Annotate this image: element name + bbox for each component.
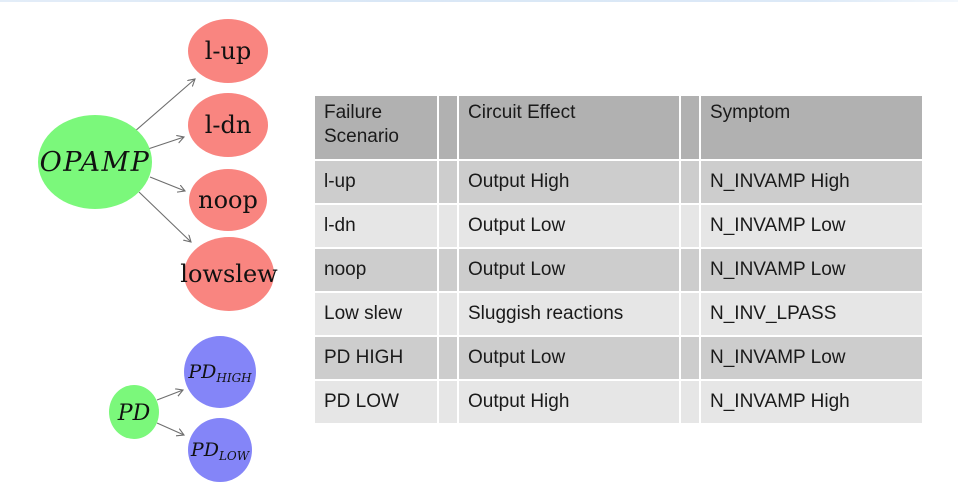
cell-spacer: [681, 293, 699, 335]
node-lup-label: l-up: [205, 37, 252, 65]
cell-scenario: l-up: [315, 161, 437, 203]
cell-scenario: PD HIGH: [315, 337, 437, 379]
table-row: l-up Output High N_INVAMP High: [315, 161, 922, 203]
cell-scenario: Low slew: [315, 293, 437, 335]
table-row: Low slew Sluggish reactions N_INV_LPASS: [315, 293, 922, 335]
cell-effect: Output Low: [459, 205, 679, 247]
cell-effect: Output High: [459, 381, 679, 423]
node-lowslew-label: lowslew: [180, 260, 278, 288]
edge-opamp-noop: [149, 176, 185, 191]
node-pdlow-label: PDLOW: [190, 439, 251, 463]
node-ldn: l-dn: [188, 93, 268, 157]
cell-scenario: noop: [315, 249, 437, 291]
cell-spacer: [681, 205, 699, 247]
cell-symptom: N_INVAMP Low: [701, 205, 922, 247]
cell-spacer: [681, 337, 699, 379]
edge-pd-pdhigh: [156, 390, 183, 401]
table-row: PD HIGH Output Low N_INVAMP Low: [315, 337, 922, 379]
cell-symptom: N_INV_LPASS: [701, 293, 922, 335]
cell-spacer: [439, 293, 457, 335]
cell-effect: Output High: [459, 161, 679, 203]
cell-spacer: [439, 381, 457, 423]
edge-opamp-ldn: [147, 137, 184, 150]
cell-scenario: PD LOW: [315, 381, 437, 423]
node-pd-label: PD: [117, 401, 151, 426]
failure-table-container: Failure Scenario Circuit Effect Symptom …: [313, 94, 924, 425]
cell-scenario: l-dn: [315, 205, 437, 247]
node-lup: l-up: [188, 19, 268, 83]
table-row: noop Output Low N_INVAMP Low: [315, 249, 922, 291]
edge-opamp-lowslew: [138, 191, 191, 242]
cell-symptom: N_INVAMP High: [701, 161, 922, 203]
cell-spacer: [681, 249, 699, 291]
header-symptom: Symptom: [701, 96, 922, 159]
table-header-row: Failure Scenario Circuit Effect Symptom: [315, 96, 922, 159]
cell-spacer: [439, 161, 457, 203]
node-lowslew: lowslew: [180, 237, 278, 311]
header-circuit-effect: Circuit Effect: [459, 96, 679, 159]
cell-spacer: [681, 381, 699, 423]
cell-symptom: N_INVAMP High: [701, 381, 922, 423]
cell-effect: Sluggish reactions: [459, 293, 679, 335]
header-failure-scenario: Failure Scenario: [315, 96, 437, 159]
node-opamp: OPAMP: [38, 115, 152, 209]
cell-spacer: [439, 337, 457, 379]
cell-symptom: N_INVAMP Low: [701, 337, 922, 379]
table-row: PD LOW Output High N_INVAMP High: [315, 381, 922, 423]
edge-pd-pdlow: [156, 422, 184, 435]
node-noop-label: noop: [198, 186, 258, 214]
cell-effect: Output Low: [459, 249, 679, 291]
failure-symptom-table: Failure Scenario Circuit Effect Symptom …: [313, 94, 924, 425]
node-opamp-label: OPAMP: [40, 147, 151, 178]
node-pd: PD: [109, 385, 159, 439]
header-spacer-2: [681, 96, 699, 159]
node-pdhigh-label: PDHIGH: [187, 361, 252, 385]
table-row: l-dn Output Low N_INVAMP Low: [315, 205, 922, 247]
edge-opamp-lup: [133, 79, 195, 133]
node-pdhigh: PDHIGH: [184, 336, 256, 408]
cell-spacer: [439, 249, 457, 291]
node-ldn-label: l-dn: [205, 111, 252, 139]
header-spacer-1: [439, 96, 457, 159]
cell-effect: Output Low: [459, 337, 679, 379]
node-pdlow: PDLOW: [188, 418, 252, 482]
cell-symptom: N_INVAMP Low: [701, 249, 922, 291]
node-noop: noop: [189, 169, 267, 231]
cell-spacer: [439, 205, 457, 247]
window-top-edge: [0, 0, 958, 2]
cell-spacer: [681, 161, 699, 203]
